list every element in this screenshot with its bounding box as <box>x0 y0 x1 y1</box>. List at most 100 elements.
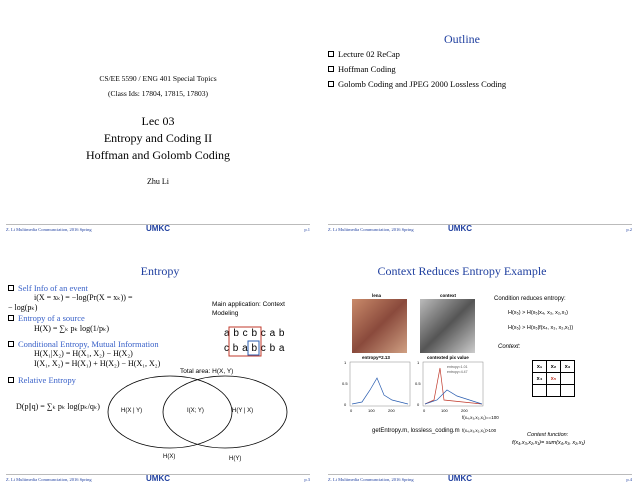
figures <box>349 299 484 407</box>
author: Zhu Li <box>147 177 169 186</box>
venn-label: H(X | Y) <box>121 408 143 414</box>
annotation: f(x₄,x₃,x₂,x₁)==100 <box>462 415 499 420</box>
bullet: Entropy of a source <box>8 313 85 323</box>
tick-label: 0 <box>344 402 347 407</box>
venn-y <box>162 375 288 449</box>
image-label: context <box>440 293 457 298</box>
diagram <box>107 326 288 449</box>
lecture-title: Entropy and Coding II <box>103 131 213 145</box>
logo: UMKC <box>448 224 472 233</box>
venn-label: H(Y) <box>229 456 242 462</box>
slide: Outline Lecture 02 ReCap Hoffman Coding … <box>322 0 638 243</box>
plot-line <box>424 367 483 405</box>
note: Condition reduces entropy: <box>494 296 566 302</box>
plot-line <box>424 389 483 405</box>
tick-label: 100 <box>368 408 375 413</box>
venn-label: H(Y | X) <box>232 408 254 414</box>
formula: D(p||q) = ∑ₖ pₖ log(pₖ/qₖ) <box>16 402 100 411</box>
venn-label: Total area: H(X, Y) <box>180 368 234 375</box>
venn-label: I(X; Y) <box>187 408 204 414</box>
tick-label: 100 <box>441 408 448 413</box>
sequence: c b a b c b a <box>224 343 285 354</box>
footer-text: Z. Li Multimedia Communciation, 2016 Spr… <box>328 477 414 482</box>
formula: i(X = xₖ) = −log(Pr(X = xₖ)) = <box>34 293 133 302</box>
logo: UMKC <box>448 474 472 483</box>
slide-title: Outline <box>444 32 480 46</box>
slide: Context Reduces Entropy Example lena con… <box>322 250 638 493</box>
page-number: p.2 <box>626 227 632 232</box>
legend-entry: entropy=4.47 <box>447 370 468 374</box>
files: getEntropy.m, lossless_coding.m <box>372 428 460 434</box>
plot-frame <box>422 361 484 407</box>
cell: x₂ <box>546 360 561 373</box>
footer: Z. Li Multimedia Communciation, 2016 Spr… <box>6 224 310 235</box>
page-number: p.4 <box>626 477 632 482</box>
logo: UMKC <box>146 224 170 233</box>
lena-image <box>352 299 407 353</box>
footer: Z. Li Multimedia Communciation, 2016 Spr… <box>328 224 632 235</box>
venn-label: H(X) <box>163 454 176 460</box>
cell: x₄ <box>532 372 547 385</box>
class-ids: (Class Ids: 17804, 17815, 17803) <box>108 89 208 98</box>
formula: − log(pₖ) <box>8 303 38 312</box>
tick-label: 0 <box>417 402 420 407</box>
inequality: H(x₅) > H(x₅|f(x₄, x₃, x₂,x₁)) <box>508 325 574 331</box>
slide: Entropy Self Info of an event i(X = xₖ) … <box>0 250 316 493</box>
bullet: Golomb Coding and JPEG 2000 Lossless Cod… <box>328 79 506 89</box>
inequality: H(x₅) > H(x₅|x₄, x₃, x₂,x₁) <box>508 310 569 316</box>
bullet: Hoffman Coding <box>328 64 396 74</box>
formula: H(X₁|X₂) = H(X₁, X₂) − H(X₂) <box>34 349 133 358</box>
legend-entry: entropy=1.01 <box>447 365 468 369</box>
logo: UMKC <box>146 474 170 483</box>
cell: x₅ <box>546 372 561 385</box>
context-image <box>420 299 475 353</box>
tick-label: 1 <box>344 360 347 365</box>
slide-title: Context Reduces Entropy Example <box>377 264 547 278</box>
formula: H(X) = ∑ₖ pₖ log(1/pₖ) <box>34 324 110 333</box>
plot-line <box>351 377 409 405</box>
tick-label: 0 <box>350 408 353 413</box>
cell <box>532 384 547 397</box>
footer: Z. Li Multimedia Communciation, 2016 Spr… <box>6 474 310 485</box>
note: f(x₄,x₃,x₂,x₁)= sum(x₄,x₃, x₂,x₁) <box>512 440 586 446</box>
annotation: f(x₄,x₃,x₂,x₁)>100 <box>462 428 497 433</box>
context-table: x₁ x₂ x₃ x₄ x₅ <box>532 360 575 397</box>
note: Main application: Context <box>212 301 285 308</box>
bullet: Lecture 02 ReCap <box>328 49 400 59</box>
image-label: lena <box>372 293 382 298</box>
context-box <box>228 326 262 357</box>
bullet: Conditional Entropy, Mutual Information <box>8 339 159 349</box>
formula: I(X₁, X₂) = H(X₁) + H(X₂) − H(X₁, X₂) <box>34 359 161 368</box>
sequence: a b c b c a b <box>224 328 285 339</box>
course: CS/EE 5590 / ENG 401 Special Topics <box>99 74 217 83</box>
footer-text: Z. Li Multimedia Communciation, 2016 Spr… <box>6 477 92 482</box>
bullet: Self Info of an event <box>8 283 88 293</box>
slide: CS/EE 5590 / ENG 401 Special Topics (Cla… <box>0 0 316 243</box>
plot-title: entropy=2.13 <box>362 355 390 360</box>
tick-label: 200 <box>388 408 395 413</box>
page-number: p.3 <box>304 477 310 482</box>
lecture: Lec 03 <box>141 114 175 128</box>
note: Modeling <box>212 310 239 317</box>
cell <box>546 384 561 397</box>
footer: Z. Li Multimedia Communciation, 2016 Spr… <box>328 474 632 485</box>
cell: x₁ <box>532 360 547 373</box>
plot-title: contexted pix value <box>427 355 469 360</box>
cell: x₃ <box>560 360 575 373</box>
venn-x <box>107 375 233 449</box>
footer-text: Z. Li Multimedia Communciation, 2016 Spr… <box>328 227 414 232</box>
page-number: p.1 <box>304 227 310 232</box>
tick-label: 0 <box>423 408 426 413</box>
plot-frame <box>349 361 411 407</box>
footer-text: Z. Li Multimedia Communciation, 2016 Spr… <box>6 227 92 232</box>
tick-label: 1 <box>417 360 420 365</box>
slide-title: Entropy <box>140 264 180 278</box>
note: Context function: <box>527 432 569 438</box>
bullet: Relative Entropy <box>8 375 76 385</box>
tick-label: 0.5 <box>415 381 421 386</box>
note: Context: <box>498 344 521 350</box>
lecture-title: Hoffman and Golomb Coding <box>85 148 231 162</box>
symbol-box <box>247 340 260 356</box>
cell <box>560 384 575 397</box>
